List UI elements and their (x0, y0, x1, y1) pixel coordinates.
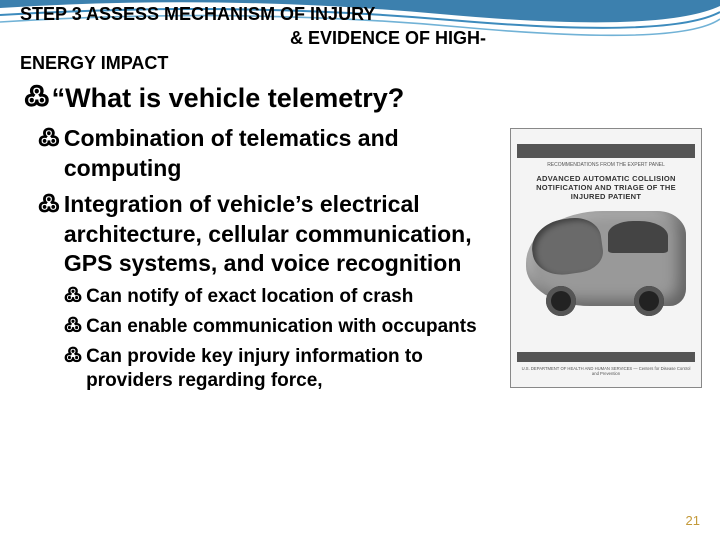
page-number: 21 (686, 513, 700, 528)
sub2-item: ߷ Can enable communication with occupant… (24, 315, 500, 340)
bullet-glyph: ߷ (64, 286, 82, 305)
figure-title: ADVANCED AUTOMATIC COLLISION NOTIFICATIO… (519, 174, 693, 201)
bullet-glyph: ߷ (38, 192, 60, 215)
sub2-item: ߷ Can notify of exact location of crash (24, 285, 500, 310)
content-right: RECOMMENDATIONS FROM THE EXPERT PANEL AD… (510, 124, 708, 399)
bullet-glyph: ߷ (24, 83, 50, 110)
header-line1: STEP 3 ASSESS MECHANISM OF INJURY (20, 2, 700, 26)
header-line2: & EVIDENCE OF HIGH- (20, 26, 700, 50)
header-line3: ENERGY IMPACT (20, 51, 700, 75)
sub1-item: ߷ Combination of telematics and computin… (24, 124, 500, 184)
bullet-glyph: ߷ (64, 346, 82, 365)
wheel-icon (634, 286, 664, 316)
wheel-icon (546, 286, 576, 316)
sub2-item: ߷ Can provide key injury information to … (24, 345, 500, 394)
slide-header: STEP 3 ASSESS MECHANISM OF INJURY & EVID… (0, 0, 720, 75)
figure-footer: U.S. DEPARTMENT OF HEALTH AND HUMAN SERV… (519, 347, 693, 377)
figure-foot-text: U.S. DEPARTMENT OF HEALTH AND HUMAN SERV… (519, 366, 693, 377)
figure-card: RECOMMENDATIONS FROM THE EXPERT PANEL AD… (510, 128, 702, 388)
bullet-glyph: ߷ (38, 126, 60, 149)
figure-pretitle: RECOMMENDATIONS FROM THE EXPERT PANEL (519, 162, 693, 168)
bullet-glyph: ߷ (64, 316, 82, 335)
sub1-text: Combination of telematics and computing (64, 124, 500, 184)
figure-footbar (517, 352, 695, 362)
sub2-text: Can notify of exact location of crash (86, 285, 413, 310)
sub1-text: Integration of vehicle’s electrical arch… (64, 190, 500, 280)
sub1-item: ߷ Integration of vehicle’s electrical ar… (24, 190, 500, 280)
sub2-text: Can enable communication with occupants (86, 315, 477, 340)
main-bullet: ߷ “What is vehicle telemetry? (0, 75, 720, 124)
car-illustration (526, 211, 686, 306)
main-bullet-text: “What is vehicle telemetry? (52, 83, 405, 114)
content-left: ߷ Combination of telematics and computin… (24, 124, 510, 399)
figure-topbar (517, 144, 695, 158)
sub2-text: Can provide key injury information to pr… (86, 345, 500, 394)
